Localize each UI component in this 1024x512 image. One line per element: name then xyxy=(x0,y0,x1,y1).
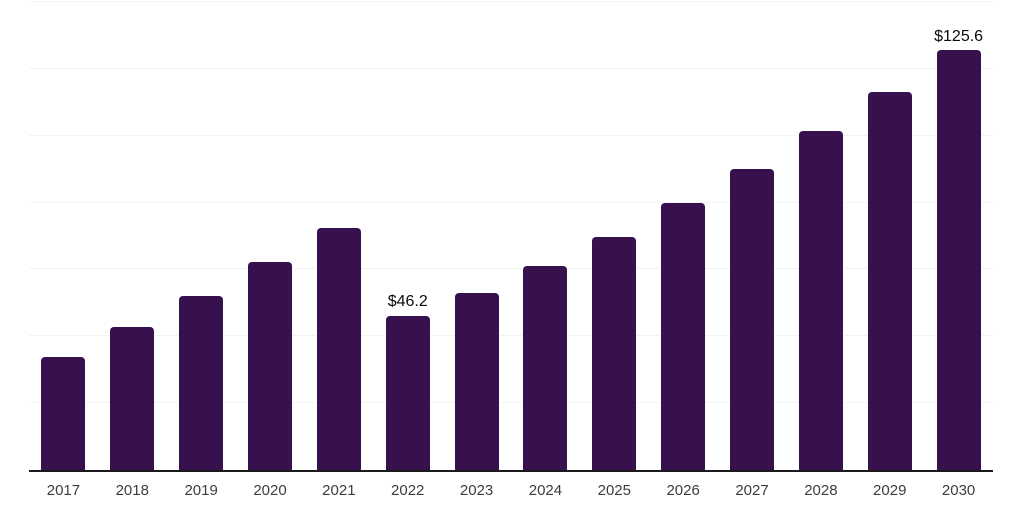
gridline-140 xyxy=(29,1,993,2)
tick-label-2027: 2027 xyxy=(735,482,769,499)
bar-2030: $125.6 xyxy=(934,28,983,470)
bar-2025 xyxy=(592,237,637,470)
bar-2018 xyxy=(110,326,155,470)
bar-2027 xyxy=(730,169,775,470)
tick-label-2020: 2020 xyxy=(253,482,287,499)
gridline-40 xyxy=(29,335,993,337)
x-axis-line xyxy=(29,470,993,472)
plot-area: $46.2 $125.6 xyxy=(29,1,993,472)
tick-label-2028: 2028 xyxy=(804,482,838,499)
bar-slot-2028 xyxy=(786,2,855,470)
bar-slot-2026 xyxy=(649,2,718,470)
gridline-20 xyxy=(29,402,993,404)
bars-container: $46.2 $125.6 xyxy=(29,2,993,470)
data-label-2022: $46.2 xyxy=(387,292,428,310)
bar-slot-2024 xyxy=(511,2,580,470)
tick-label-2019: 2019 xyxy=(184,482,218,499)
gridline-120 xyxy=(29,67,993,69)
gridline-100 xyxy=(29,134,993,136)
bar-slot-2029 xyxy=(855,2,924,470)
tick-label-2023: 2023 xyxy=(459,482,494,499)
bar-2022: $46.2 xyxy=(385,293,430,470)
bar-2028 xyxy=(798,131,843,470)
bar-2023 xyxy=(454,293,499,470)
bar-2020 xyxy=(248,262,292,470)
tick-label-2029: 2029 xyxy=(873,482,907,499)
bar-slot-2018 xyxy=(98,2,167,470)
bar-slot-2021 xyxy=(304,2,373,470)
tick-label-2021: 2021 xyxy=(322,482,356,499)
gridline-60 xyxy=(29,268,993,270)
bar-slot-2017 xyxy=(29,2,98,470)
bar-2024 xyxy=(523,266,568,470)
bar-2017 xyxy=(41,357,86,470)
bar-slot-2027 xyxy=(718,2,787,470)
bar-2029 xyxy=(867,92,912,470)
data-label-2030: $125.6 xyxy=(934,27,984,45)
bar-slot-2022: $46.2 xyxy=(373,2,442,470)
bar-slot-2023 xyxy=(442,2,511,470)
tick-label-2022: 2022 xyxy=(391,482,425,499)
x-axis-tick-labels: 2017 2018 2019 2020 2021 2022 2023 2024 2025 2026… xyxy=(29,482,993,500)
bar-slot-2020 xyxy=(236,2,305,470)
bar-slot-2030: $125.6 xyxy=(924,2,993,470)
tick-label-2017: 2017 xyxy=(46,482,81,499)
tick-label-2018: 2018 xyxy=(115,482,149,499)
tick-label-2026: 2026 xyxy=(666,482,700,499)
bar-slot-2019 xyxy=(167,2,236,470)
bar-2021 xyxy=(316,227,361,470)
gridline-80 xyxy=(29,201,993,203)
bar-2019 xyxy=(179,295,224,470)
bar-slot-2025 xyxy=(580,2,649,470)
tick-label-2024: 2024 xyxy=(528,482,563,499)
tick-label-2025: 2025 xyxy=(597,482,631,499)
tick-label-2030: 2030 xyxy=(941,482,976,499)
bar-2026 xyxy=(661,203,706,470)
